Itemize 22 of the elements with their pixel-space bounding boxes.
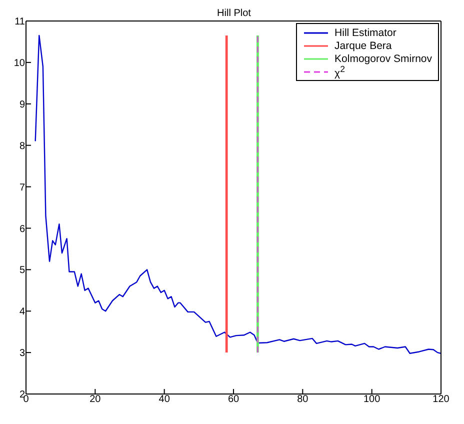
y-tick-label: 4 [19, 306, 26, 318]
x-tick-label: 120 [432, 394, 450, 406]
x-tick-label: 0 [23, 394, 30, 406]
legend-label: Hill Estimator [334, 26, 396, 38]
x-tick-label: 40 [158, 394, 170, 406]
y-tick-label: 8 [19, 140, 26, 152]
y-tick-label: 11 [14, 16, 26, 28]
y-tick-label: 5 [19, 265, 26, 276]
y-tick-label: 7 [19, 182, 26, 194]
line-series [34, 34, 441, 354]
y-tick-label: 10 [14, 58, 26, 69]
legend-label: χ$^{2}$ [334, 64, 345, 80]
chart-title: Hill Plot [217, 8, 251, 19]
legend-label: Jarque Bera [334, 40, 392, 52]
y-tick-label: 9 [19, 99, 26, 110]
y-tick-label: 6 [19, 224, 26, 235]
y-tick-label: 3 [19, 348, 26, 360]
x-tick-label: 100 [363, 394, 381, 406]
x-tick-label: 20 [90, 394, 102, 406]
x-tick-label: 80 [297, 394, 309, 406]
x-tick-label: 60 [228, 394, 240, 406]
legend-label: Kolmogorov Smirnov [334, 52, 432, 64]
